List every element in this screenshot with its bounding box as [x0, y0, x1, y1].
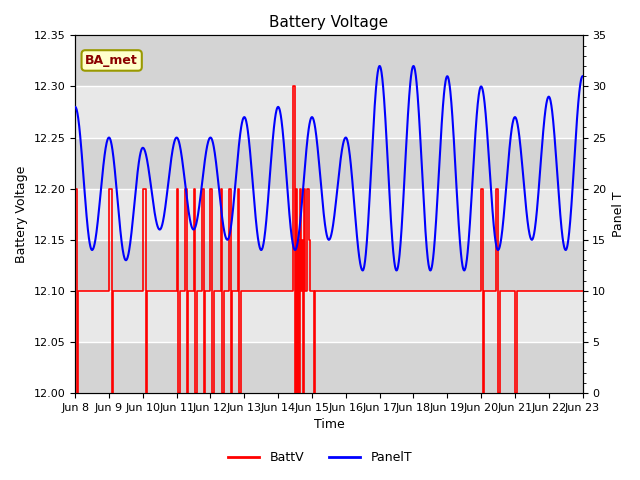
Bar [75, 240, 582, 291]
BattV [299, 237, 307, 243]
Bar [75, 189, 582, 240]
Bar [75, 36, 582, 86]
Line: BattV: BattV [75, 86, 582, 393]
BattV [303, 186, 311, 192]
BattV [71, 186, 79, 192]
BattV [305, 237, 312, 243]
PanelT [472, 133, 479, 139]
BattV [73, 390, 81, 396]
Title: Battery Voltage: Battery Voltage [269, 15, 388, 30]
Bar [75, 342, 582, 393]
BattV [289, 84, 297, 89]
BattV [579, 288, 586, 294]
PanelT [410, 63, 417, 69]
Y-axis label: Panel T: Panel T [612, 192, 625, 237]
PanelT [564, 238, 572, 244]
PanelT [564, 237, 572, 242]
Y-axis label: Battery Voltage: Battery Voltage [15, 166, 28, 263]
PanelT [71, 104, 79, 110]
X-axis label: Time: Time [314, 419, 344, 432]
PanelT [305, 128, 312, 134]
Text: BA_met: BA_met [85, 54, 138, 67]
Legend: BattV, PanelT: BattV, PanelT [223, 446, 417, 469]
PanelT [97, 185, 105, 191]
Bar [75, 138, 582, 189]
Line: PanelT: PanelT [75, 66, 582, 270]
BattV [183, 186, 191, 192]
PanelT [318, 192, 326, 198]
BattV [207, 288, 214, 294]
PanelT [393, 267, 401, 273]
Bar [75, 291, 582, 342]
BattV [141, 390, 149, 396]
PanelT [579, 73, 586, 79]
Bar [75, 86, 582, 138]
